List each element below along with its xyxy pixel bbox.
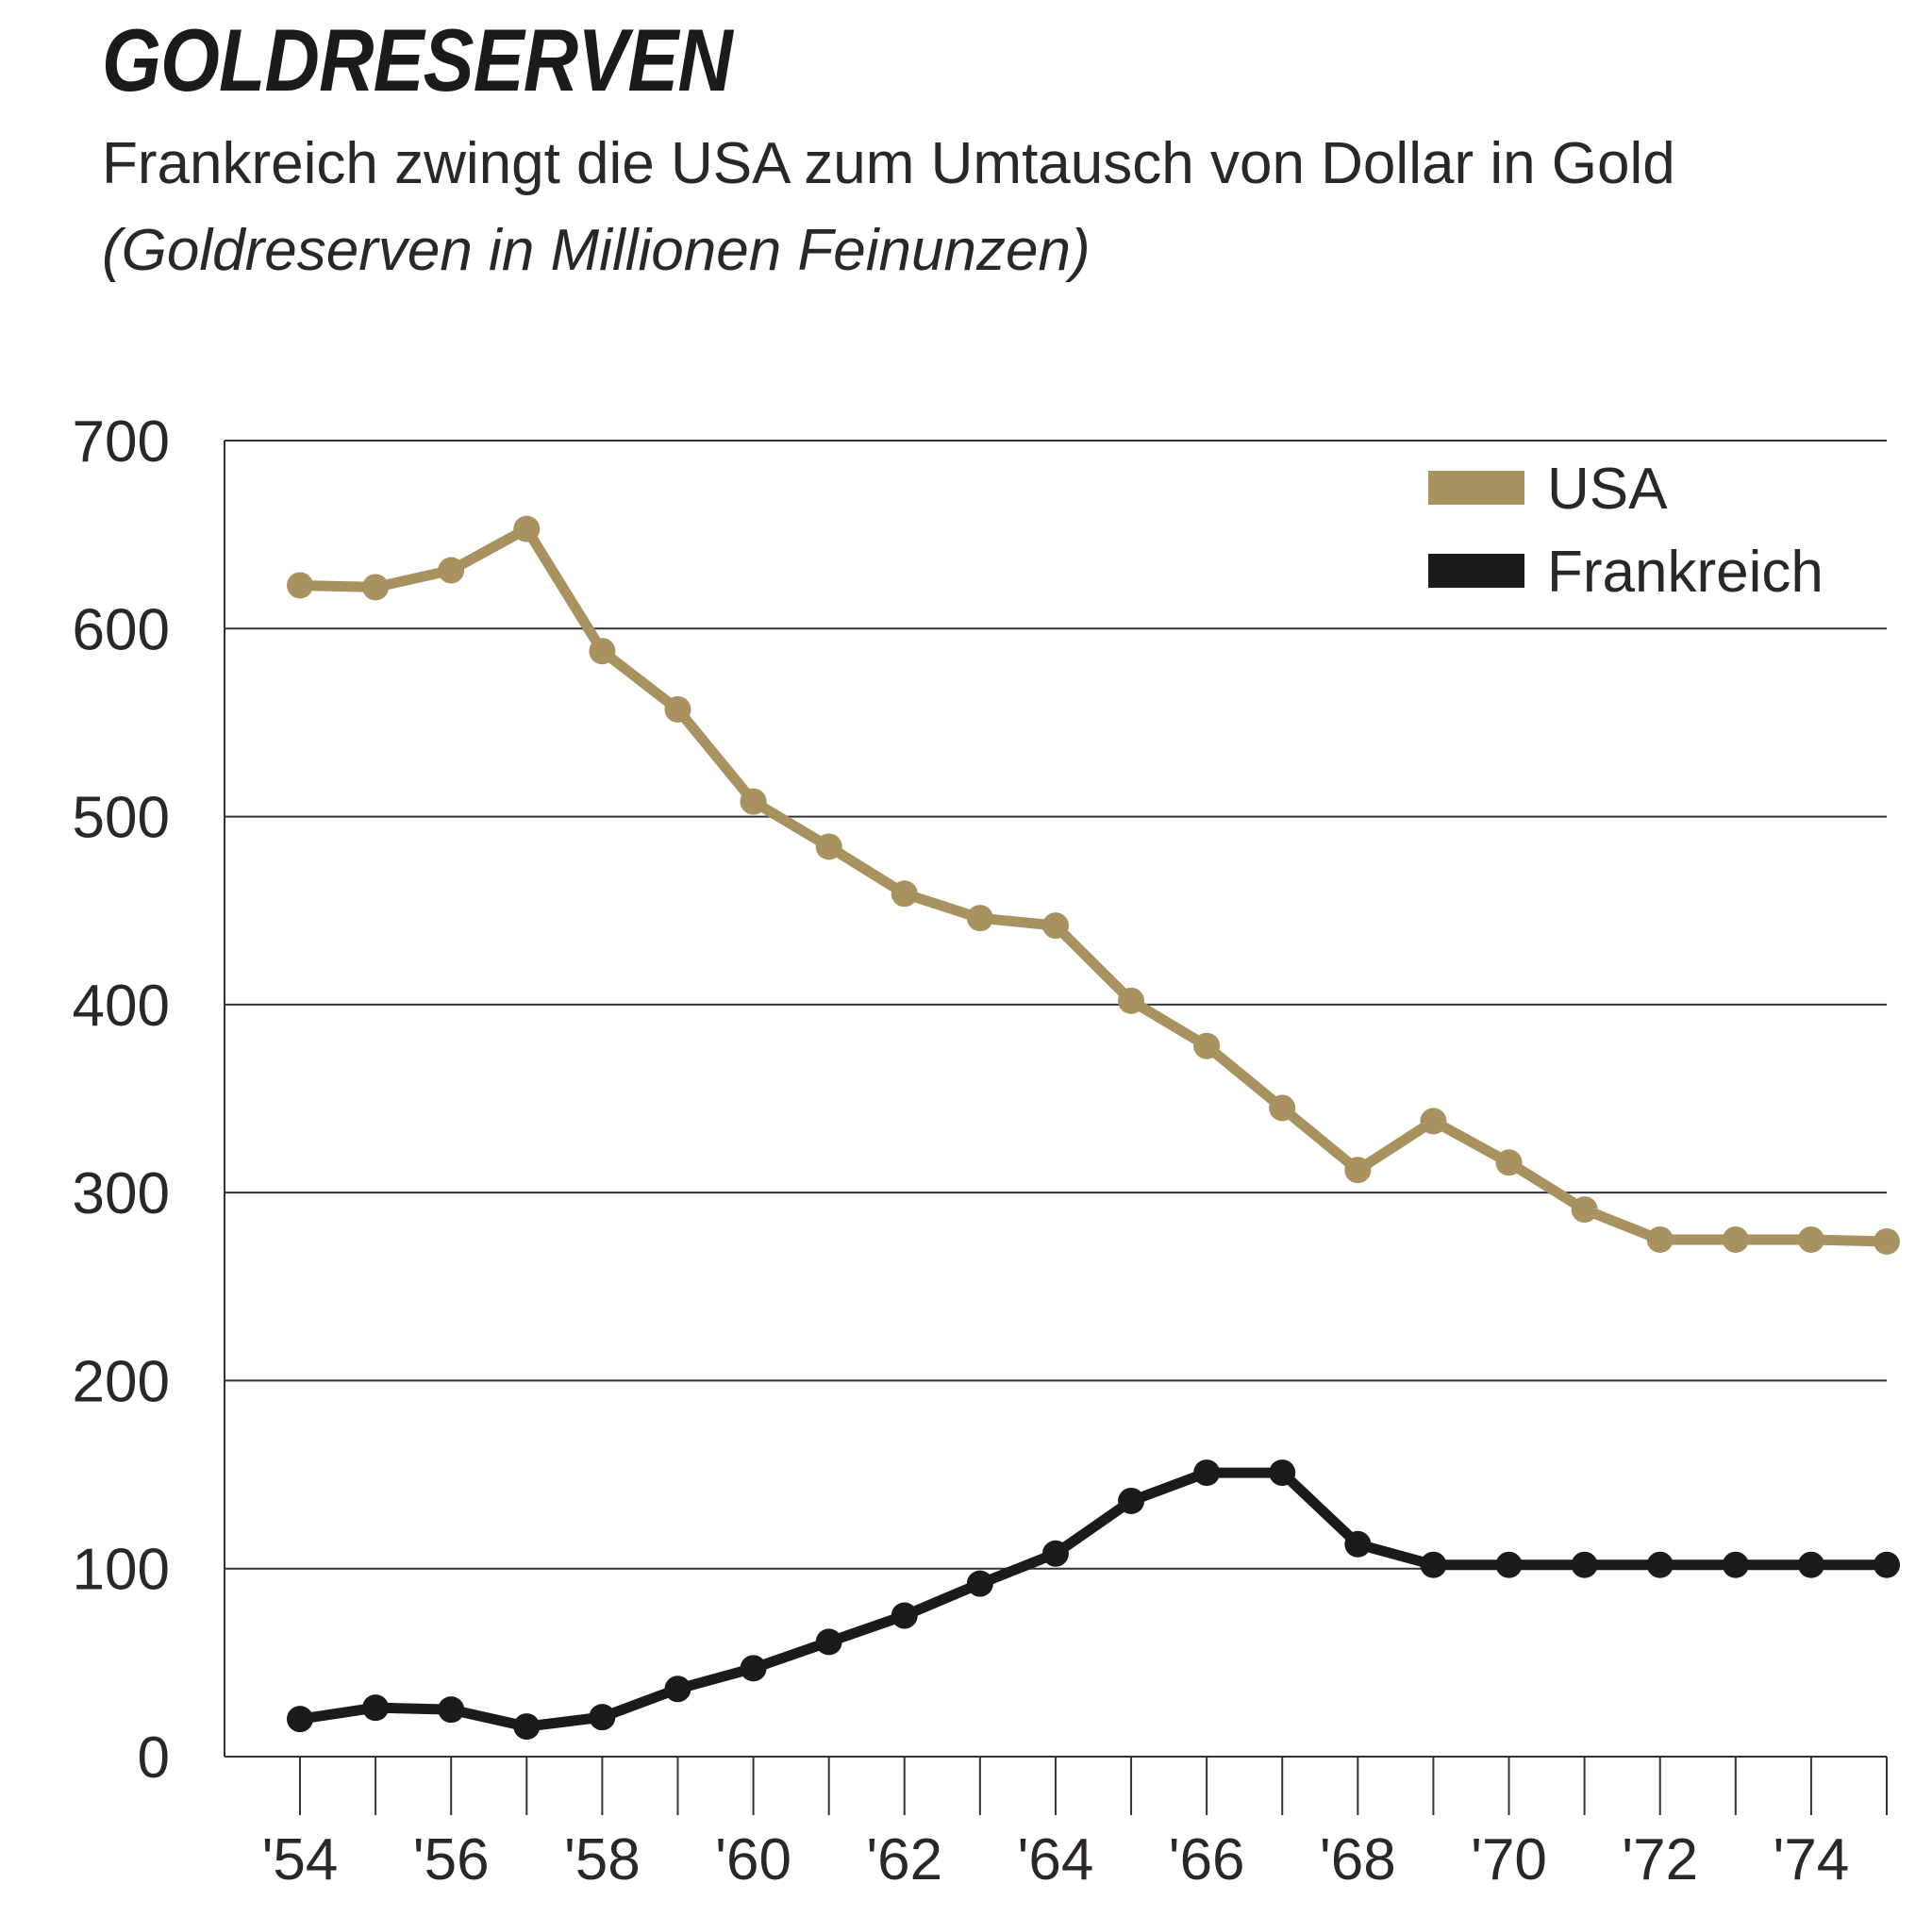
data-point-usa-1973 bbox=[1722, 1225, 1749, 1253]
x-tick-label-1974: '74 bbox=[1773, 1827, 1849, 1892]
chart-title: GOLDRESERVEN bbox=[102, 10, 733, 109]
data-point-frankreich-1959 bbox=[664, 1675, 691, 1703]
axis-layer: 0 100 200 300 400 500 600 700 '54 '56 '58 '60 '62 '64… bbox=[73, 409, 1888, 1892]
x-tick-label-1960: '60 bbox=[715, 1827, 791, 1892]
x-tick-label-1958: '58 bbox=[564, 1827, 641, 1892]
data-point-usa-1967 bbox=[1269, 1094, 1296, 1122]
x-tick-label-1956: '56 bbox=[413, 1827, 490, 1892]
data-point-frankreich-1971 bbox=[1571, 1551, 1598, 1578]
y-tick-label-700: 700 bbox=[73, 409, 170, 475]
y-tick-label-0: 0 bbox=[138, 1725, 170, 1791]
data-point-usa-1964 bbox=[1041, 912, 1069, 940]
data-point-usa-1962 bbox=[891, 880, 918, 908]
chart-subtitle: Frankreich zwingt die USA zum Umtausch v… bbox=[102, 121, 1857, 294]
x-tick-label-1964: '64 bbox=[1018, 1827, 1094, 1892]
data-point-frankreich-1968 bbox=[1344, 1530, 1372, 1558]
legend-label-usa: USA bbox=[1547, 457, 1668, 522]
grid-layer bbox=[225, 440, 1887, 1570]
y-tick-label-100: 100 bbox=[73, 1538, 170, 1603]
data-point-frankreich-1963 bbox=[966, 1570, 993, 1597]
data-point-usa-1954 bbox=[287, 572, 313, 599]
x-tick-label-1966: '66 bbox=[1169, 1827, 1245, 1892]
data-point-frankreich-1966 bbox=[1193, 1459, 1221, 1487]
x-tick-label-1968: '68 bbox=[1320, 1827, 1396, 1892]
data-point-frankreich-1960 bbox=[740, 1655, 767, 1682]
data-point-usa-1968 bbox=[1344, 1157, 1372, 1184]
y-tick-label-400: 400 bbox=[73, 974, 170, 1039]
data-point-frankreich-1974 bbox=[1797, 1551, 1824, 1578]
data-point-frankreich-1967 bbox=[1269, 1459, 1296, 1487]
legend-label-frankreich: Frankreich bbox=[1547, 540, 1824, 605]
data-point-frankreich-1958 bbox=[589, 1704, 616, 1731]
data-point-usa-1955 bbox=[362, 574, 390, 601]
y-tick-label-500: 500 bbox=[73, 786, 170, 851]
legend-swatch-usa bbox=[1428, 471, 1524, 505]
data-point-usa-1974 bbox=[1797, 1225, 1824, 1253]
data-point-frankreich-1957 bbox=[513, 1713, 541, 1741]
data-point-usa-1959 bbox=[664, 695, 691, 723]
series-line-usa bbox=[294, 524, 1892, 1247]
data-point-usa-1958 bbox=[589, 638, 616, 665]
data-point-frankreich-1955 bbox=[362, 1694, 390, 1722]
legend-swatch-frankreich bbox=[1428, 554, 1524, 588]
data-point-usa-1966 bbox=[1193, 1032, 1221, 1059]
data-point-usa-1969 bbox=[1420, 1108, 1447, 1135]
data-point-usa-1960 bbox=[740, 788, 767, 815]
data-point-frankreich-1956 bbox=[438, 1696, 465, 1724]
x-tick-label-1962: '62 bbox=[866, 1827, 942, 1892]
data-point-frankreich-1975 bbox=[1874, 1551, 1900, 1578]
data-point-usa-1963 bbox=[966, 905, 993, 932]
data-point-usa-1965 bbox=[1118, 987, 1145, 1014]
data-point-usa-1972 bbox=[1646, 1225, 1674, 1253]
data-point-frankreich-1970 bbox=[1495, 1551, 1523, 1578]
x-tick-label-1954: '54 bbox=[262, 1827, 339, 1892]
data-point-frankreich-1969 bbox=[1420, 1551, 1447, 1578]
data-point-usa-1970 bbox=[1495, 1149, 1523, 1176]
data-point-frankreich-1962 bbox=[891, 1602, 918, 1629]
data-point-usa-1975 bbox=[1874, 1227, 1900, 1255]
subtitle-text: Frankreich zwingt die USA zum Umtausch v… bbox=[102, 131, 1675, 196]
data-point-frankreich-1964 bbox=[1041, 1540, 1069, 1567]
data-point-usa-1957 bbox=[513, 515, 541, 542]
legend: USA Frankreich bbox=[1428, 457, 1824, 605]
x-tick-label-1970: '70 bbox=[1471, 1827, 1547, 1892]
data-point-frankreich-1972 bbox=[1646, 1551, 1674, 1578]
data-point-frankreich-1954 bbox=[287, 1706, 313, 1733]
data-point-usa-1956 bbox=[438, 557, 465, 584]
y-tick-label-600: 600 bbox=[73, 597, 170, 662]
data-point-frankreich-1961 bbox=[815, 1628, 842, 1656]
y-tick-label-200: 200 bbox=[73, 1349, 170, 1414]
series-line-frankreich bbox=[294, 1467, 1892, 1732]
data-point-usa-1961 bbox=[815, 833, 842, 860]
data-point-usa-1971 bbox=[1571, 1196, 1598, 1224]
y-tick-label-300: 300 bbox=[73, 1161, 170, 1226]
series-layer bbox=[287, 515, 1900, 1741]
data-point-frankreich-1965 bbox=[1118, 1487, 1145, 1514]
x-tick-label-1972: '72 bbox=[1622, 1827, 1698, 1892]
data-point-frankreich-1973 bbox=[1722, 1551, 1749, 1578]
subtitle-unit: (Goldreserven in Millionen Feinunzen) bbox=[102, 218, 1091, 283]
